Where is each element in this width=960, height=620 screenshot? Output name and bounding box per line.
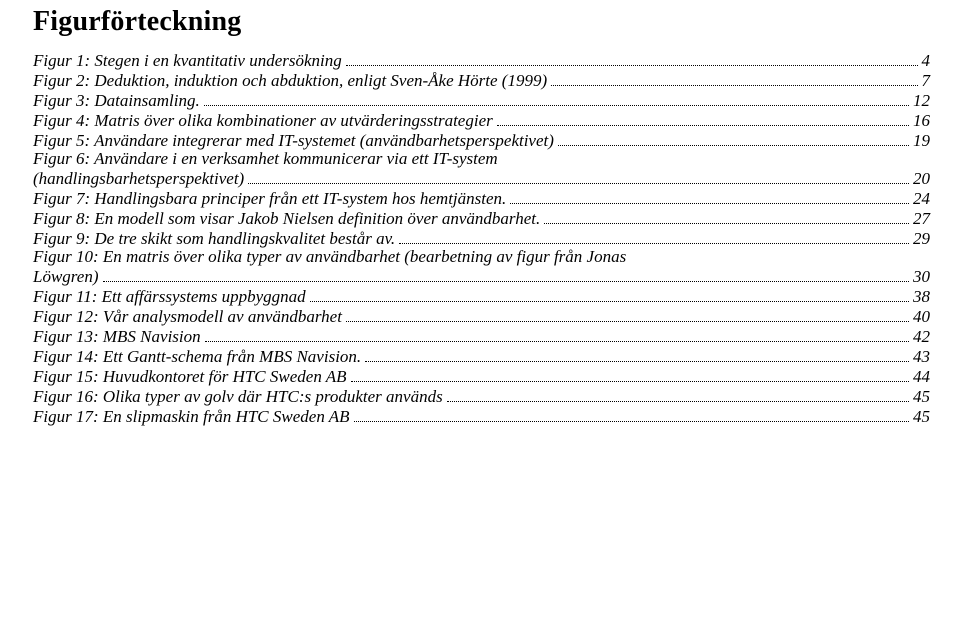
figure-entry-page: 27 — [913, 210, 930, 227]
figure-list-page: Figurförteckning Figur 1: Stegen i en kv… — [0, 0, 960, 434]
figure-entries: Figur 1: Stegen i en kvantitativ undersö… — [33, 52, 930, 425]
figure-entry: Figur 9: De tre skikt som handlingskvali… — [33, 230, 930, 247]
figure-entry: Figur 13: MBS Navision 42 — [33, 328, 930, 345]
leader-dots — [248, 174, 909, 184]
figure-entry-label: Figur 12: Vår analysmodell av användbarh… — [33, 308, 342, 325]
figure-entry: Figur 15: Huvudkontoret för HTC Sweden A… — [33, 368, 930, 385]
figure-entry-label: Figur 17: En slipmaskin från HTC Sweden … — [33, 408, 350, 425]
figure-entry-label: Figur 2: Deduktion, induktion och abdukt… — [33, 72, 547, 89]
figure-entry-page: 45 — [913, 388, 930, 405]
figure-entry-page: 40 — [913, 308, 930, 325]
leader-dots — [310, 292, 909, 302]
figure-entry-page: 16 — [913, 112, 930, 129]
leader-dots — [354, 412, 909, 422]
figure-entry-label: Figur 1: Stegen i en kvantitativ undersö… — [33, 52, 342, 69]
figure-entry: Figur 4: Matris över olika kombinationer… — [33, 112, 930, 129]
figure-entry-page: 45 — [913, 408, 930, 425]
figure-entry: Figur 6: Användare i en verksamhet kommu… — [33, 150, 930, 167]
figure-entry: Figur 2: Deduktion, induktion och abdukt… — [33, 72, 930, 89]
figure-entry: Figur 7: Handlingsbara principer från et… — [33, 190, 930, 207]
figure-entry-page: 30 — [913, 268, 930, 285]
figure-entry: Figur 14: Ett Gantt-schema från MBS Navi… — [33, 348, 930, 365]
figure-entry-label: Figur 6: Användare i en verksamhet kommu… — [33, 149, 498, 168]
figure-entry-page: 43 — [913, 348, 930, 365]
figure-entry-continuation: (handlingsbarhetsperspektivet) 20 — [33, 170, 930, 187]
figure-entry: Figur 8: En modell som visar Jakob Niels… — [33, 210, 930, 227]
figure-entry-label: Figur 5: Användare integrerar med IT-sys… — [33, 132, 554, 149]
figure-entry: Figur 3: Datainsamling. 12 — [33, 92, 930, 109]
figure-entry-page: 12 — [913, 92, 930, 109]
leader-dots — [399, 234, 909, 244]
figure-entry-label: Figur 10: En matris över olika typer av … — [33, 247, 626, 266]
leader-dots — [510, 194, 909, 204]
figure-entry-label: Figur 3: Datainsamling. — [33, 92, 200, 109]
figure-entry: Figur 12: Vår analysmodell av användbarh… — [33, 308, 930, 325]
figure-entry-label: Figur 16: Olika typer av golv där HTC:s … — [33, 388, 443, 405]
figure-entry-label: Figur 7: Handlingsbara principer från et… — [33, 190, 506, 207]
figure-entry: Figur 5: Användare integrerar med IT-sys… — [33, 132, 930, 149]
leader-dots — [544, 214, 909, 224]
leader-dots — [365, 352, 909, 362]
figure-entry-page: 44 — [913, 368, 930, 385]
figure-entry-page: 19 — [913, 132, 930, 149]
figure-entry-page: 42 — [913, 328, 930, 345]
figure-entry-label: Figur 9: De tre skikt som handlingskvali… — [33, 230, 395, 247]
figure-entry-continuation-label: Löwgren) — [33, 268, 99, 285]
figure-entry-page: 24 — [913, 190, 930, 207]
figure-entry-label: Figur 4: Matris över olika kombinationer… — [33, 112, 493, 129]
leader-dots — [558, 136, 909, 146]
leader-dots — [103, 272, 910, 282]
figure-entry: Figur 10: En matris över olika typer av … — [33, 248, 930, 265]
figure-entry-label: Figur 14: Ett Gantt-schema från MBS Navi… — [33, 348, 361, 365]
figure-entry-continuation-label: (handlingsbarhetsperspektivet) — [33, 170, 244, 187]
leader-dots — [551, 76, 917, 86]
leader-dots — [346, 56, 918, 66]
figure-entry-page: 4 — [922, 52, 931, 69]
figure-entry: Figur 16: Olika typer av golv där HTC:s … — [33, 388, 930, 405]
figure-entry-page: 38 — [913, 288, 930, 305]
page-title: Figurförteckning — [33, 6, 930, 38]
figure-entry-label: Figur 11: Ett affärssystems uppbyggnad — [33, 288, 306, 305]
leader-dots — [497, 116, 909, 126]
figure-entry: Figur 17: En slipmaskin från HTC Sweden … — [33, 408, 930, 425]
figure-entry-page: 29 — [913, 230, 930, 247]
leader-dots — [447, 392, 909, 402]
figure-entry-label: Figur 13: MBS Navision — [33, 328, 201, 345]
leader-dots — [204, 96, 909, 106]
figure-entry-page: 20 — [913, 170, 930, 187]
figure-entry-continuation: Löwgren) 30 — [33, 268, 930, 285]
leader-dots — [205, 332, 909, 342]
figure-entry: Figur 11: Ett affärssystems uppbyggnad 38 — [33, 288, 930, 305]
figure-entry: Figur 1: Stegen i en kvantitativ undersö… — [33, 52, 930, 69]
leader-dots — [346, 312, 909, 322]
figure-entry-label: Figur 8: En modell som visar Jakob Niels… — [33, 210, 540, 227]
leader-dots — [351, 372, 909, 382]
figure-entry-label: Figur 15: Huvudkontoret för HTC Sweden A… — [33, 368, 347, 385]
figure-entry-page: 7 — [922, 72, 931, 89]
